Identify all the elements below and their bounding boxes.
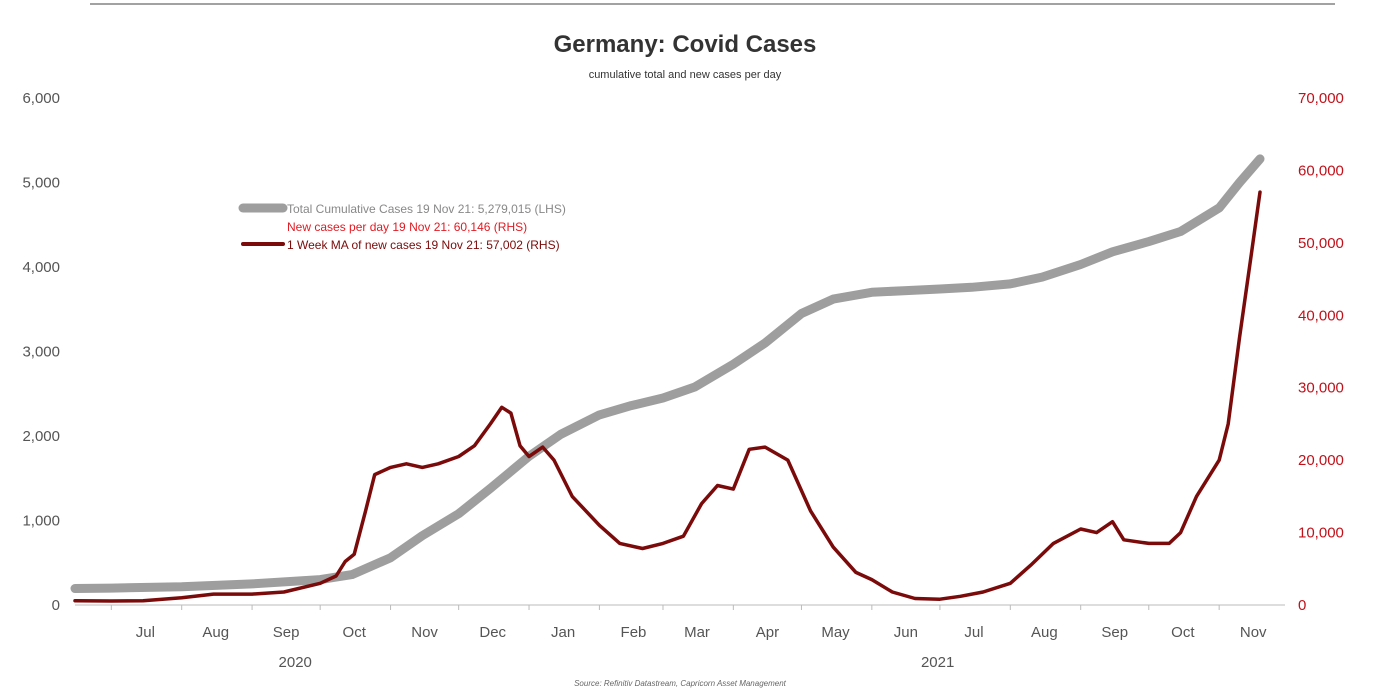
year-label: 2021: [921, 654, 954, 671]
x-tick-label: Mar: [684, 624, 710, 641]
y-left-tick-label: 0: [52, 597, 60, 614]
x-tick-label: Jun: [894, 624, 918, 641]
x-tick-label: Jul: [136, 624, 155, 641]
y-left-tick-label: 6,000: [22, 90, 60, 107]
y-right-tick-label: 40,000: [1298, 307, 1344, 324]
x-tick-label: Sep: [273, 624, 300, 641]
y-right-tick-label: 10,000: [1298, 525, 1344, 542]
chart-subtitle: cumulative total and new cases per day: [589, 69, 782, 81]
y-right-tick-label: 20,000: [1298, 452, 1344, 469]
x-tick-label: Jan: [551, 624, 575, 641]
y-right-tick-label: 70,000: [1298, 90, 1344, 107]
series-line-weekly-ma: [73, 190, 1262, 603]
y-right-tick-label: 30,000: [1298, 380, 1344, 397]
x-tick-label: Oct: [343, 624, 367, 641]
legend-label: Total Cumulative Cases 19 Nov 21: 5,279,…: [287, 202, 566, 216]
y-right-tick-label: 50,000: [1298, 235, 1344, 252]
x-tick-label: Aug: [202, 624, 229, 641]
y-left-tick-label: 3,000: [22, 344, 60, 361]
y-left-tick-label: 4,000: [22, 259, 60, 276]
y-left-tick-label: 2,000: [22, 428, 60, 445]
series-group: [70, 154, 1265, 603]
x-tick-label: Nov: [1240, 624, 1267, 641]
legend-label: New cases per day 19 Nov 21: 60,146 (RHS…: [287, 220, 527, 234]
legend-label: 1 Week MA of new cases 19 Nov 21: 57,002…: [287, 238, 560, 252]
y-left-tick-label: 5,000: [22, 175, 60, 192]
series-line-total-cumulative: [70, 154, 1265, 593]
x-tick-label: Jul: [964, 624, 983, 641]
x-tick-label: Sep: [1101, 624, 1128, 641]
x-tick-label: Apr: [756, 624, 779, 641]
y-right-tick-label: 0: [1298, 597, 1306, 614]
x-tick-label: Aug: [1031, 624, 1058, 641]
axes-group: 0 1,000 2,000 3,000 4,000 5,000 6,000 0 10,000 20…: [22, 90, 1343, 671]
year-label: 2020: [279, 654, 312, 671]
y-left-tick-label: 1,000: [22, 513, 60, 530]
chart-title: Germany: Covid Cases: [554, 31, 817, 58]
x-tick-label: Oct: [1171, 624, 1195, 641]
y-right-tick-label: 60,000: [1298, 162, 1344, 179]
legend: Total Cumulative Cases 19 Nov 21: 5,279,…: [238, 202, 566, 252]
chart-source: Source: Refinitiv Datastream, Capricorn …: [574, 679, 787, 688]
x-tick-label: Feb: [621, 624, 647, 641]
x-tick-label: Dec: [479, 624, 506, 641]
x-tick-label: Nov: [411, 624, 438, 641]
x-tick-label: May: [821, 624, 850, 641]
